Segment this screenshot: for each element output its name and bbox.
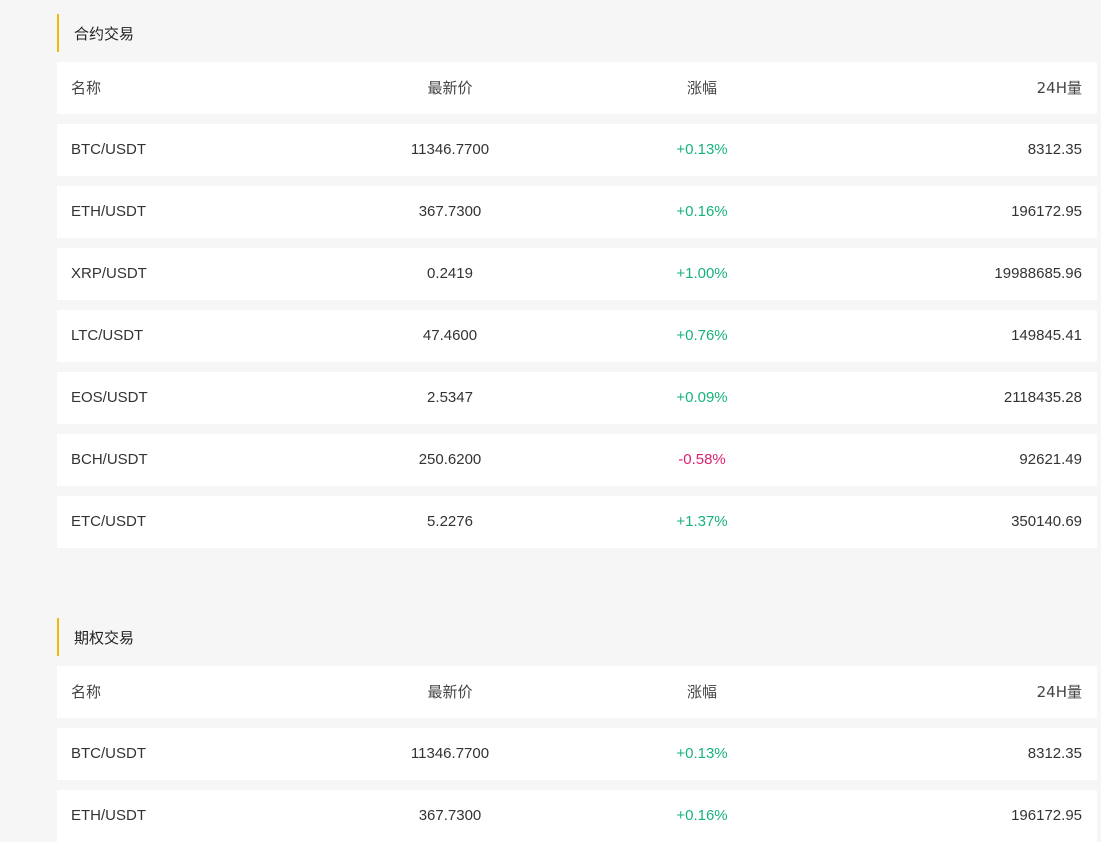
column-header-volume: 24H量 bbox=[1036, 79, 1082, 97]
table-header-row: 名称 最新价 涨幅 24H量 bbox=[57, 62, 1097, 114]
pair-name: XRP/USDT bbox=[71, 265, 147, 282]
volume-24h: 92621.49 bbox=[1019, 451, 1082, 468]
volume-24h: 2118435.28 bbox=[1003, 389, 1082, 406]
volume-24h: 19988685.96 bbox=[994, 265, 1082, 282]
column-header-name: 名称 bbox=[71, 683, 102, 701]
pair-name: BTC/USDT bbox=[71, 141, 146, 158]
pair-name: EOS/USDT bbox=[71, 389, 148, 406]
table-row[interactable]: XRP/USDT 0.2419 +1.00% 19988685.96 bbox=[57, 248, 1097, 300]
pair-name: BTC/USDT bbox=[71, 745, 146, 762]
table-row[interactable]: BCH/USDT 250.6200 -0.58% 92621.49 bbox=[57, 434, 1097, 486]
volume-24h: 149845.41 bbox=[1011, 327, 1082, 344]
options-trading-section: 期权交易 名称 最新价 涨幅 24H量 BTC/USDT 11346.7700 … bbox=[57, 618, 1097, 842]
table-row[interactable]: LTC/USDT 47.4600 +0.76% 149845.41 bbox=[57, 310, 1097, 362]
volume-24h: 8312.35 bbox=[1027, 141, 1082, 158]
table-header-row: 名称 最新价 涨幅 24H量 bbox=[57, 666, 1097, 718]
pair-name: LTC/USDT bbox=[71, 327, 144, 344]
table-row[interactable]: BTC/USDT 11346.7700 +0.13% 8312.35 bbox=[57, 728, 1097, 780]
volume-24h: 8312.35 bbox=[1027, 745, 1082, 762]
section-title: 期权交易 bbox=[57, 618, 1097, 656]
table-row[interactable]: BTC/USDT 11346.7700 +0.13% 8312.35 bbox=[57, 124, 1097, 176]
pair-name: ETC/USDT bbox=[71, 513, 146, 530]
table-row[interactable]: ETC/USDT 5.2276 +1.37% 350140.69 bbox=[57, 496, 1097, 548]
table-row[interactable]: ETH/USDT 367.7300 +0.16% 196172.95 bbox=[57, 790, 1097, 842]
table-row[interactable]: ETH/USDT 367.7300 +0.16% 196172.95 bbox=[57, 186, 1097, 238]
contract-trading-section: 合约交易 名称 最新价 涨幅 24H量 BTC/USDT 11346.7700 … bbox=[57, 14, 1097, 548]
column-header-volume: 24H量 bbox=[1036, 683, 1082, 701]
volume-24h: 350140.69 bbox=[1011, 513, 1082, 530]
section-title: 合约交易 bbox=[57, 14, 1097, 52]
volume-24h: 196172.95 bbox=[1011, 807, 1082, 824]
table-row[interactable]: EOS/USDT 2.5347 +0.09% 2118435.28 bbox=[57, 372, 1097, 424]
pair-name: ETH/USDT bbox=[71, 807, 146, 824]
pair-name: BCH/USDT bbox=[71, 451, 148, 468]
column-header-name: 名称 bbox=[71, 79, 102, 97]
pair-name: ETH/USDT bbox=[71, 203, 146, 220]
volume-24h: 196172.95 bbox=[1011, 203, 1082, 220]
